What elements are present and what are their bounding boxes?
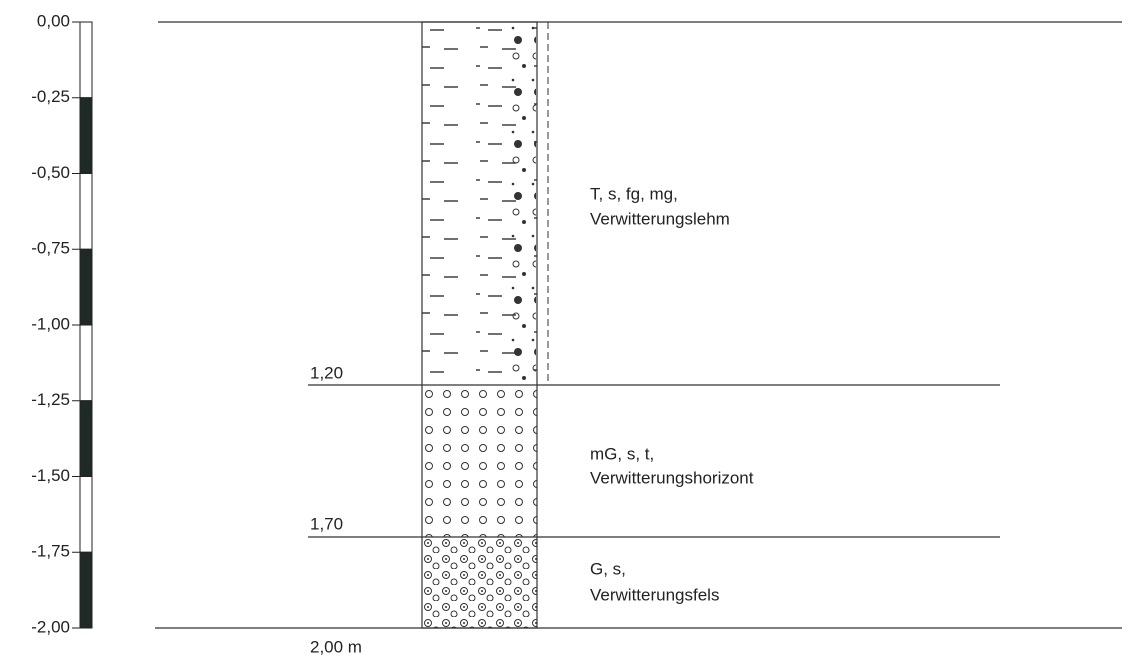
scale-label: -2,00	[31, 617, 70, 636]
depth-scale: 0,00 -0,25 -0,50 -0,75 -1,00 -1,25 -1,50 -1,75 -…	[31, 11, 92, 636]
depth-label: 1,70	[310, 514, 343, 533]
layer-description: G, s,	[590, 559, 626, 578]
depth-label: 1,20	[310, 363, 343, 382]
layer-description: Verwitterungshorizont	[590, 468, 754, 487]
scale-label: -1,25	[31, 390, 70, 409]
rock-pattern	[422, 537, 537, 628]
scale-segment	[80, 249, 92, 325]
layer-description: Verwitterungslehm	[590, 209, 730, 228]
layer-description: T, s, fg, mg,	[590, 184, 678, 203]
scale-segment	[80, 98, 92, 174]
scale-label: -0,25	[31, 87, 70, 106]
scale-segment	[80, 174, 92, 250]
scale-segment	[80, 325, 92, 401]
gravel-pattern	[422, 385, 537, 537]
scale-segment	[80, 552, 92, 628]
scale-label: 0,00	[37, 11, 70, 30]
scale-segment	[80, 477, 92, 553]
borehole-log: 0,00 -0,25 -0,50 -0,75 -1,00 -1,25 -1,50 -1,75 -…	[0, 0, 1136, 659]
scale-segment	[80, 401, 92, 477]
dot-pattern	[508, 22, 536, 385]
scale-label: -0,50	[31, 163, 70, 182]
layer-description: Verwitterungsfels	[590, 585, 719, 604]
layer-description: mG, s, t,	[590, 444, 654, 463]
scale-segment	[80, 22, 92, 98]
scale-label: -1,00	[31, 314, 70, 333]
scale-label: -0,75	[31, 239, 70, 258]
depth-label: 2,00 m	[310, 637, 362, 656]
scale-label: -1,75	[31, 542, 70, 561]
page: 0,00 -0,25 -0,50 -0,75 -1,00 -1,25 -1,50 -1,75 -…	[0, 0, 1136, 659]
scale-label: -1,50	[31, 466, 70, 485]
